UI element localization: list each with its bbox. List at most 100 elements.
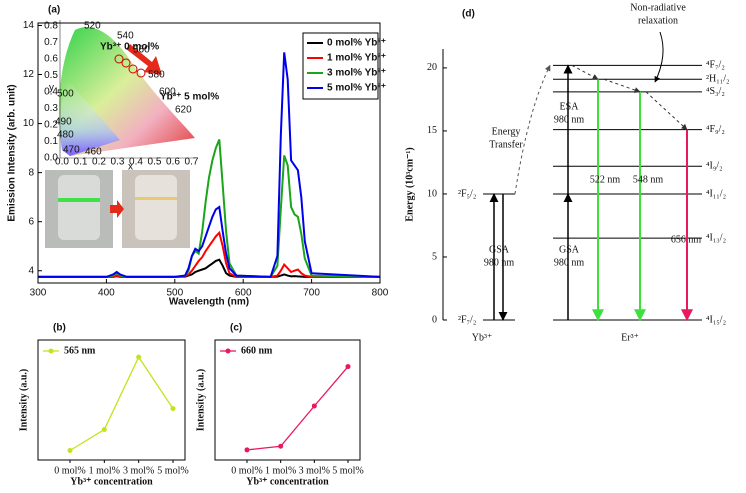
orange-glow	[135, 197, 177, 200]
cie-locus-label: 560	[133, 45, 150, 56]
y-tick-label: 15	[427, 125, 437, 136]
photo-arrow	[110, 200, 124, 218]
cie-x-tick: 0.4	[129, 157, 143, 168]
plot-frame	[37, 339, 186, 461]
green-glow	[58, 198, 100, 202]
x-tick-label: 700	[303, 288, 320, 299]
er-level-label: ⁴I₁₁/₂	[706, 188, 726, 199]
relax-arrow	[571, 64, 599, 80]
gsa-label: GSA	[489, 244, 510, 255]
legend-label: 660 nm	[241, 345, 273, 356]
x-tick-label: 600	[235, 288, 252, 299]
cie-locus-label: 500	[57, 89, 74, 100]
data-point	[170, 406, 176, 412]
gsa-label: GSA	[559, 244, 580, 255]
panel-label: (c)	[230, 323, 242, 334]
y-tick-label: 14	[23, 20, 35, 31]
y-axis-label: Energy (10³cm⁻¹)	[404, 147, 415, 221]
data-point	[278, 443, 284, 449]
er-level-label: ²H₁₁/₂	[706, 74, 729, 85]
annotation: Yb³⁺ 0 mol%	[100, 42, 159, 53]
annotation: Yb³⁺ 5 mol%	[160, 92, 219, 103]
relax-arrow	[603, 78, 641, 93]
spectrum-line	[38, 52, 381, 278]
er-level-label: ⁴I₉/₂	[706, 161, 723, 172]
panel-label: (a)	[48, 5, 60, 16]
x-tick-label: 0 mol%	[231, 465, 262, 476]
gsa-label: 980 nm	[554, 257, 585, 268]
x-tick-label: 3 mol%	[123, 465, 154, 476]
data-point	[101, 427, 107, 433]
legend-label: 3 mol% Yb³⁺	[327, 68, 386, 79]
cie-locus-label: 620	[175, 105, 192, 116]
y-axis-label: Intensity (a.u.)	[195, 369, 206, 432]
nr-label: Non-radiative	[630, 2, 686, 13]
y-tick-label: 4	[28, 265, 34, 276]
cie-x-label: x	[128, 162, 133, 173]
cie-point	[114, 54, 124, 64]
y-tick-label: 0	[432, 314, 437, 325]
cie-locus-label: 600	[159, 87, 176, 98]
cie-y-tick: 0.2	[44, 120, 58, 131]
yb-level-label: ²F₇/₂	[458, 314, 476, 325]
ion-label: Yb³⁺	[472, 332, 493, 343]
vial	[58, 175, 100, 240]
cie-x-tick: 0.2	[92, 157, 106, 168]
er-level-label: ⁴F₉/₂	[706, 124, 725, 135]
er-level-label: ⁴F₇/₂	[706, 60, 725, 71]
cie-blue	[60, 80, 120, 156]
y-tick-label: 6	[28, 216, 34, 227]
x-tick-label: 800	[372, 288, 389, 299]
y-tick-label: 10	[23, 118, 35, 129]
cie-locus-label: 540	[117, 31, 134, 42]
legend-label: 0 mol% Yb³⁺	[327, 38, 386, 49]
cie-locus-label: 490	[55, 117, 72, 128]
plot-frame	[214, 339, 361, 461]
cie-y-tick: 0.7	[44, 37, 58, 48]
x-axis-label: Wavelength (nm)	[169, 297, 249, 308]
panel-label: (d)	[462, 9, 475, 20]
x-tick-label: 1 mol%	[265, 465, 296, 476]
cie-locus-label: 480	[57, 130, 74, 141]
relax-arrow	[645, 91, 688, 131]
cie-x-tick: 0.6	[166, 157, 180, 168]
transfer-label: Energy	[492, 126, 521, 137]
emission-label: 522 nm	[590, 174, 621, 185]
data-point	[67, 447, 73, 453]
x-tick-label: 400	[98, 288, 115, 299]
x-tick-label: 3 mol%	[299, 465, 330, 476]
x-axis-label: Yb³⁺ concentration	[246, 476, 329, 487]
yb-level-label: ²F₅/₂	[458, 188, 476, 199]
x-tick-label: 1 mol%	[89, 465, 120, 476]
emission-label: 548 nm	[633, 174, 664, 185]
series-line	[69, 355, 174, 452]
cie-y-tick: 0.8	[44, 21, 58, 32]
cie-point	[128, 64, 138, 74]
data-point	[244, 447, 250, 453]
cie-x-tick: 0.3	[111, 157, 125, 168]
data-point	[345, 364, 351, 370]
data-point	[311, 403, 317, 409]
y-tick-label: 5	[432, 251, 437, 262]
cie-y-tick: 0.6	[44, 54, 58, 65]
cie-x-tick: 0.5	[148, 157, 162, 168]
nr-arrow	[654, 31, 664, 83]
cie-point	[136, 68, 146, 78]
cie-y-tick: 0.0	[44, 153, 58, 164]
x-tick-label: 5 mol%	[157, 465, 188, 476]
cie-y-tick: 0.4	[44, 87, 58, 98]
y-tick-label: 20	[427, 62, 437, 73]
cie-locus-label: 520	[84, 21, 101, 32]
legend-label: 1 mol% Yb³⁺	[327, 53, 386, 64]
y-tick-label: 12	[23, 69, 35, 80]
plot-frame	[37, 22, 381, 284]
panel-label: (b)	[53, 323, 66, 334]
vial	[135, 175, 177, 240]
data-point	[136, 354, 142, 360]
ion-label: Er³⁺	[621, 332, 639, 343]
x-axis-label: Yb³⁺ concentration	[70, 476, 153, 487]
cie-locus-label: 460	[85, 147, 102, 158]
cie-x-tick: 0.1	[74, 157, 88, 168]
er-level-label: ⁴I₁₅/₂	[706, 314, 726, 325]
